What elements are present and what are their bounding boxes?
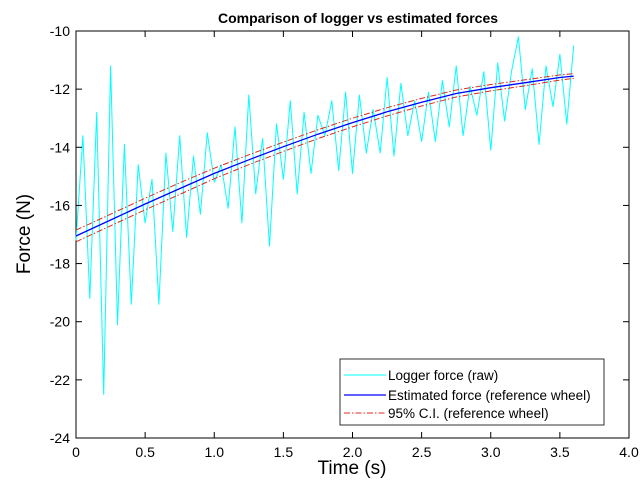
x-tick-label: 2.5 <box>412 444 432 460</box>
series-line-ci-upper <box>75 73 574 231</box>
y-axis-ticks: -24 -22 -20 -18 -16 -14 -12 -10 <box>50 23 629 446</box>
y-tick-label: -20 <box>50 314 70 330</box>
y-tick-label: -12 <box>50 81 70 97</box>
x-axis-ticks: 0 0.5 1.0 1.5 2.0 2.5 3.0 3.5 4.0 <box>72 31 639 460</box>
y-tick-label: -18 <box>50 256 70 272</box>
y-tick-label: -14 <box>50 139 70 155</box>
x-tick-label: 0.5 <box>135 444 155 460</box>
x-tick-label: 1.0 <box>205 444 225 460</box>
y-axis-label: Force (N) <box>14 194 35 274</box>
legend-label-ci: 95% C.I. (reference wheel) <box>388 406 549 421</box>
x-tick-label: 0 <box>72 444 80 460</box>
x-tick-label: 4.0 <box>619 444 639 460</box>
legend-box <box>339 358 605 426</box>
x-tick-label: 2.0 <box>343 444 363 460</box>
series-layer <box>75 36 575 395</box>
legend-label-estimated: Estimated force (reference wheel) <box>388 388 591 403</box>
series-line-estimated <box>75 75 574 237</box>
x-tick-label: 3.5 <box>550 444 570 460</box>
y-tick-label: -24 <box>50 430 70 446</box>
x-tick-label: 3.0 <box>481 444 501 460</box>
series-line-logger-raw <box>75 36 575 395</box>
y-tick-label: -10 <box>50 23 70 39</box>
legend-label-logger: Logger force (raw) <box>388 368 498 383</box>
y-tick-label: -16 <box>50 197 70 213</box>
legend: Logger force (raw) Estimated force (refe… <box>339 358 605 426</box>
x-axis-label: Time (s) <box>318 458 387 479</box>
y-tick-label: -22 <box>50 372 70 388</box>
series-line-ci-lower <box>75 77 574 243</box>
x-tick-label: 1.5 <box>274 444 294 460</box>
chart-title: Comparison of logger vs estimated forces <box>218 10 498 26</box>
